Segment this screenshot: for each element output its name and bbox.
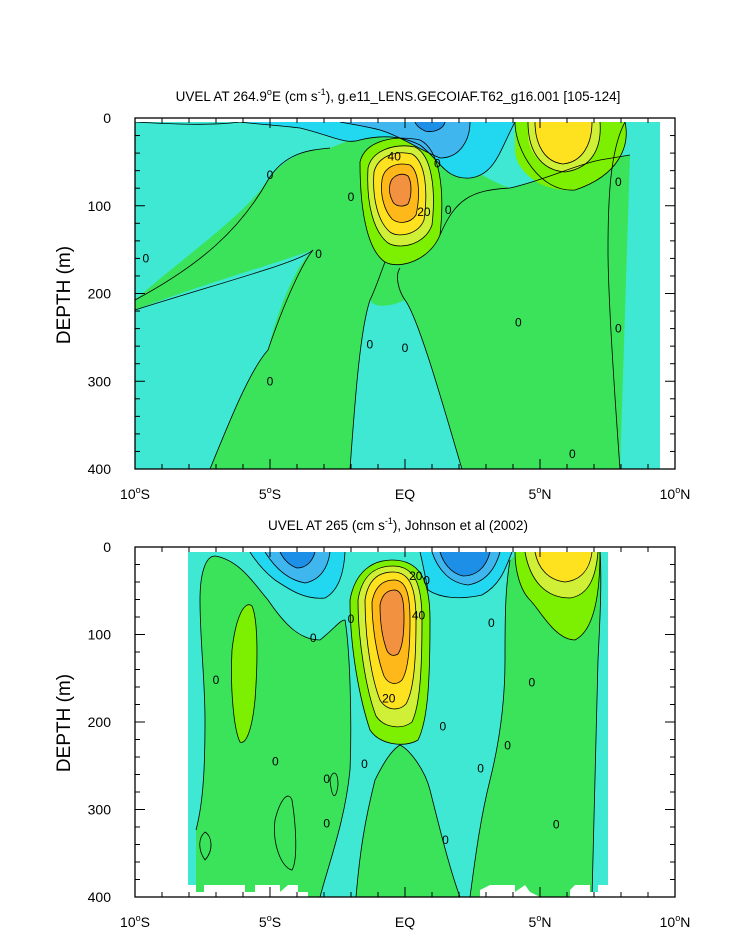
contour-label: 40: [412, 608, 426, 622]
contour-fill-positive-10-west: [231, 604, 257, 743]
y-tick-label: 200: [88, 286, 112, 302]
contour-fill-negative-20-west: [280, 552, 315, 568]
contour-label: 0: [348, 612, 355, 626]
contour-label-bg: [180, 774, 188, 784]
contour-label: 0: [267, 374, 274, 388]
x-tick-label: 5oS: [259, 485, 281, 502]
contour-label: 0: [315, 247, 322, 261]
contour-label: 0: [310, 631, 317, 645]
contour-label: 0: [267, 168, 274, 182]
contour-label: 0: [618, 586, 625, 600]
contour-fill-negative-20-east: [440, 552, 490, 576]
contour-fill-positive-30-east: [535, 552, 592, 582]
contour-label: 0: [553, 817, 560, 831]
observation-y-axis-label: DEPTH (m): [54, 674, 75, 772]
model-contour-lines: [135, 122, 631, 469]
contour-label: 0: [439, 719, 446, 733]
contour-label: 0: [348, 190, 355, 204]
model-title: UVEL AT 264.9oE (cm s-1), g.e11_LENS.GEC…: [176, 87, 621, 104]
observation-panel: UVEL AT 265 (cm s-1), Johnson et al (200…: [54, 516, 690, 930]
y-tick-label: 0: [103, 110, 111, 126]
contour-label: 20: [417, 205, 431, 219]
contour-label: 0: [361, 757, 368, 771]
contour-label: 0: [323, 817, 330, 831]
contour-label: 20: [409, 569, 423, 583]
model-contour-field: 40 20 0 0 0 0 0 0 0 0 0 0 0 0 0: [135, 122, 660, 469]
x-tick-label: 5oN: [529, 485, 552, 502]
x-tick-label: 5oN: [529, 913, 552, 930]
contour-fill-negative-10: [340, 122, 470, 158]
y-tick-label: 300: [88, 802, 112, 818]
y-tick-label: 100: [88, 198, 112, 214]
x-tick-label: 10oN: [660, 485, 691, 502]
contour-label: 0: [367, 337, 374, 351]
contour-label: 0: [323, 772, 330, 786]
y-tick-label: 100: [88, 627, 112, 643]
x-tick-label: 10oN: [660, 913, 691, 930]
contour-label-bg: [617, 588, 625, 598]
contour-label: 0: [180, 772, 187, 786]
model-y-axis-label: DEPTH (m): [54, 246, 75, 344]
contour-label: 0: [504, 739, 511, 753]
contour-label: 0: [445, 203, 452, 217]
contour-fill-positive-50: [380, 590, 404, 656]
contour-label: 0: [615, 322, 622, 336]
y-tick-label: 400: [88, 461, 112, 477]
contour-label: 0: [615, 175, 622, 189]
observation-contour-lines: [195, 552, 602, 897]
x-tick-label: 10oS: [120, 485, 150, 502]
contour-label: 0: [272, 754, 279, 768]
model-contour-labels: 40 20 0 0 0 0 0 0 0 0 0 0 0 0 0: [142, 150, 622, 461]
contour-label: 0: [488, 616, 495, 630]
contour-fill-positive-30-north: [535, 122, 592, 164]
contour-label: 0: [423, 573, 430, 587]
contour-label: 0: [569, 447, 576, 461]
y-tick-label: 0: [103, 539, 111, 555]
x-tick-label: 10oS: [120, 913, 150, 930]
contour-label: 0: [213, 673, 220, 687]
contour-fill-positive-50: [389, 174, 411, 207]
contour-label: 0: [434, 157, 441, 171]
x-tick-label: EQ: [395, 486, 415, 502]
contour-label: 0: [142, 251, 149, 265]
contour-label: 20: [382, 691, 396, 705]
contour-label: 40: [388, 150, 402, 164]
contour-label: 0: [442, 833, 449, 847]
contour-label: 0: [477, 761, 484, 775]
contour-label: 0: [402, 341, 409, 355]
x-tick-label: EQ: [395, 914, 415, 930]
y-tick-label: 200: [88, 714, 112, 730]
y-tick-label: 400: [88, 889, 112, 905]
x-tick-label: 5oS: [259, 913, 281, 930]
missing-data-notch: [188, 885, 608, 897]
observation-title: UVEL AT 265 (cm s-1), Johnson et al (200…: [268, 516, 528, 533]
contour-label: 0: [515, 315, 522, 329]
y-tick-label: 300: [88, 373, 112, 389]
contour-label: 0: [529, 676, 536, 690]
model-panel: UVEL AT 264.9oE (cm s-1), g.e11_LENS.GEC…: [54, 87, 690, 502]
contour-fill-positive-5-center: [356, 745, 460, 897]
